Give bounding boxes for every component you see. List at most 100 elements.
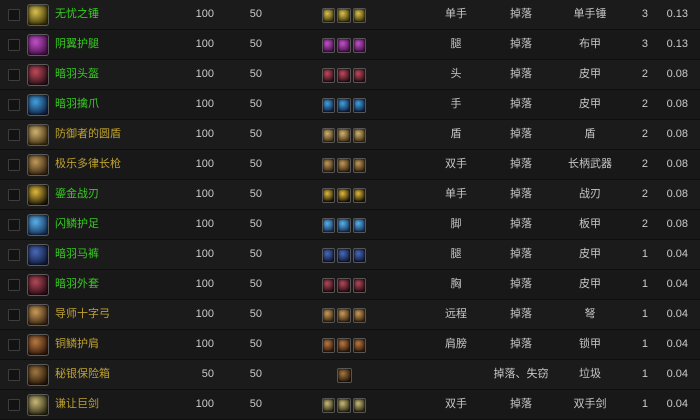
polearm-icon[interactable]	[27, 154, 49, 176]
mini-item-icons	[322, 308, 366, 323]
row-checkbox[interactable]	[8, 189, 20, 201]
mace-icon[interactable]	[337, 8, 351, 23]
item-name-link[interactable]: 暗羽马裤	[55, 248, 99, 260]
count-cell: 3	[641, 8, 648, 20]
item-name-link[interactable]: 极乐多律长枪	[55, 158, 121, 170]
polearm-icon[interactable]	[352, 158, 366, 173]
chest-icon[interactable]	[337, 278, 351, 293]
crossbow-icon[interactable]	[27, 304, 49, 326]
greatsword-icon[interactable]	[352, 398, 366, 413]
type-cell: 盾	[584, 128, 596, 140]
cloth-legs-icon[interactable]	[352, 38, 366, 53]
warblade-icon[interactable]	[27, 184, 49, 206]
boots-icon[interactable]	[352, 218, 366, 233]
mace-icon[interactable]	[322, 8, 336, 23]
row-checkbox[interactable]	[8, 159, 20, 171]
leather-legs-icon[interactable]	[337, 248, 351, 263]
helm-icon[interactable]	[337, 68, 351, 83]
polearm-icon[interactable]	[337, 158, 351, 173]
row-checkbox[interactable]	[8, 129, 20, 141]
row-checkbox[interactable]	[8, 69, 20, 81]
lockbox-icon[interactable]	[27, 364, 49, 386]
chest-icon[interactable]	[27, 274, 49, 296]
boots-icon[interactable]	[337, 218, 351, 233]
mini-item-icons	[322, 188, 366, 203]
crossbow-icon[interactable]	[337, 308, 351, 323]
item-name-link[interactable]: 鎏金战刃	[55, 188, 99, 200]
shield-icon[interactable]	[337, 128, 351, 143]
source-cell: 掉落	[510, 248, 532, 260]
leather-legs-icon[interactable]	[27, 244, 49, 266]
helm-icon[interactable]	[27, 64, 49, 86]
item-name-link[interactable]: 导师十字弓	[55, 308, 110, 320]
crossbow-icon[interactable]	[352, 308, 366, 323]
item-name-link[interactable]: 阴翼护腿	[55, 38, 99, 50]
polearm-icon[interactable]	[322, 158, 336, 173]
crossbow-icon[interactable]	[322, 308, 336, 323]
shoulders-icon[interactable]	[352, 338, 366, 353]
claws-icon[interactable]	[337, 98, 351, 113]
item-name-link[interactable]: 暗羽外套	[55, 278, 99, 290]
warblade-icon[interactable]	[352, 188, 366, 203]
row-checkbox[interactable]	[8, 249, 20, 261]
table-row: 暗羽头盔 100 50 头 掉落 皮甲 2 0.08	[0, 60, 700, 89]
chest-icon[interactable]	[352, 278, 366, 293]
shield-icon[interactable]	[322, 128, 336, 143]
shield-icon[interactable]	[352, 128, 366, 143]
mace-icon[interactable]	[27, 4, 49, 26]
helm-icon[interactable]	[322, 68, 336, 83]
shoulders-icon[interactable]	[337, 338, 351, 353]
shield-icon[interactable]	[27, 124, 49, 146]
mace-icon[interactable]	[352, 8, 366, 23]
cloth-legs-icon[interactable]	[27, 34, 49, 56]
table-row: 无忧之锤 100 50 单手 掉落 单手锤 3 0.13	[0, 0, 700, 29]
row-checkbox[interactable]	[8, 99, 20, 111]
percent-cell: 0.13	[666, 8, 688, 20]
row-checkbox[interactable]	[8, 399, 20, 411]
slot-cell: 头	[450, 68, 462, 80]
greatsword-icon[interactable]	[337, 398, 351, 413]
leather-legs-icon[interactable]	[352, 248, 366, 263]
item-name-link[interactable]: 闪鳞护足	[55, 218, 99, 230]
lockbox-icon[interactable]	[336, 368, 352, 383]
claws-icon[interactable]	[322, 98, 336, 113]
cloth-legs-icon[interactable]	[337, 38, 351, 53]
item-name-link[interactable]: 无忧之锤	[55, 8, 99, 20]
row-checkbox[interactable]	[8, 339, 20, 351]
cloth-legs-icon[interactable]	[322, 38, 336, 53]
item-name-link[interactable]: 铜鳞护肩	[55, 338, 99, 350]
value-col-2: 50	[249, 308, 262, 320]
boots-icon[interactable]	[27, 214, 49, 236]
mini-item-icons	[322, 398, 366, 413]
helm-icon[interactable]	[352, 68, 366, 83]
chest-icon[interactable]	[322, 278, 336, 293]
row-checkbox[interactable]	[8, 369, 20, 381]
row-checkbox[interactable]	[8, 9, 20, 21]
leather-legs-icon[interactable]	[322, 248, 336, 263]
row-checkbox[interactable]	[8, 39, 20, 51]
warblade-icon[interactable]	[337, 188, 351, 203]
claws-icon[interactable]	[352, 98, 366, 113]
warblade-icon[interactable]	[322, 188, 336, 203]
boots-icon[interactable]	[322, 218, 336, 233]
item-name-link[interactable]: 暗羽头盔	[55, 68, 99, 80]
source-cell: 掉落	[510, 278, 532, 290]
mini-item-icons	[322, 218, 366, 233]
value-col-2: 50	[249, 98, 262, 110]
row-checkbox[interactable]	[8, 219, 20, 231]
shoulders-icon[interactable]	[27, 334, 49, 356]
item-name-link[interactable]: 防御者的圆盾	[55, 128, 121, 140]
row-checkbox[interactable]	[8, 279, 20, 291]
value-col-1: 100	[195, 398, 214, 410]
greatsword-icon[interactable]	[322, 398, 336, 413]
item-name-link[interactable]: 暗羽擒爪	[55, 98, 99, 110]
claws-icon[interactable]	[27, 94, 49, 116]
shoulders-icon[interactable]	[322, 338, 336, 353]
item-name-link[interactable]: 谦让巨剑	[55, 398, 99, 410]
row-checkbox[interactable]	[8, 309, 20, 321]
item-name-link[interactable]: 秘银保险箱	[55, 368, 110, 380]
greatsword-icon[interactable]	[27, 394, 49, 416]
type-cell: 板甲	[579, 218, 601, 230]
source-cell: 掉落	[510, 398, 532, 410]
